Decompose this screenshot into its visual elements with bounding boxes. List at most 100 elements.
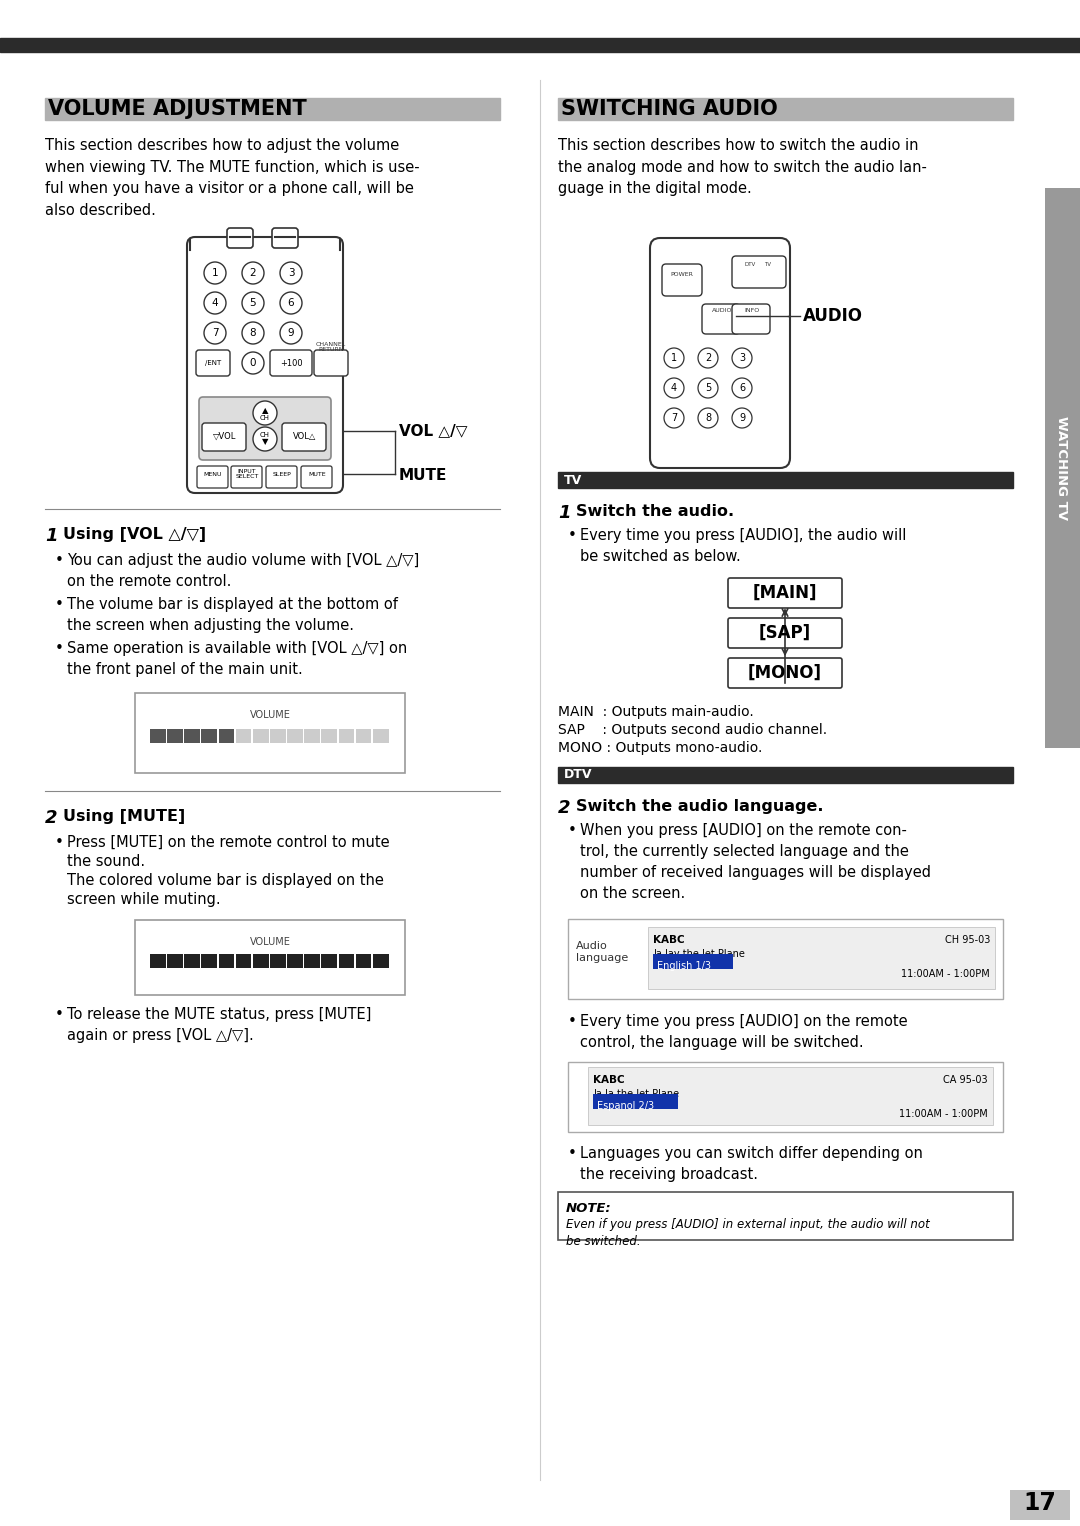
Circle shape <box>242 262 264 284</box>
FancyBboxPatch shape <box>195 349 230 375</box>
Text: 3: 3 <box>287 269 295 278</box>
Text: CA 95-03: CA 95-03 <box>943 1074 988 1085</box>
Text: When you press [AUDIO] on the remote con-
trol, the currently selected language : When you press [AUDIO] on the remote con… <box>580 823 931 900</box>
Circle shape <box>242 291 264 314</box>
Text: DTV: DTV <box>744 261 756 267</box>
Text: 2: 2 <box>558 800 570 816</box>
Text: VOLUME: VOLUME <box>249 710 291 720</box>
Text: Ja Ja the Jet Plane: Ja Ja the Jet Plane <box>593 1090 679 1099</box>
Bar <box>185 954 200 967</box>
Text: 6: 6 <box>739 383 745 394</box>
Text: CHANNEL
RETURN: CHANNEL RETURN <box>315 342 346 353</box>
Text: 4: 4 <box>212 298 218 308</box>
Text: 1: 1 <box>671 353 677 363</box>
Text: VOLUME: VOLUME <box>249 937 291 948</box>
Text: Every time you press [AUDIO] on the remote
control, the language will be switche: Every time you press [AUDIO] on the remo… <box>580 1013 907 1050</box>
Bar <box>373 954 389 967</box>
Circle shape <box>280 291 302 314</box>
Bar <box>253 729 269 743</box>
Bar <box>653 954 733 969</box>
Text: 11:00AM - 1:00PM: 11:00AM - 1:00PM <box>901 969 990 980</box>
Text: 9: 9 <box>739 414 745 423</box>
Bar <box>648 926 995 989</box>
Bar <box>135 693 405 774</box>
Text: Switch the audio language.: Switch the audio language. <box>576 800 824 813</box>
Text: The volume bar is displayed at the bottom of
the screen when adjusting the volum: The volume bar is displayed at the botto… <box>67 597 397 633</box>
Bar <box>593 1094 678 1109</box>
Circle shape <box>732 378 752 398</box>
Text: Audio
language: Audio language <box>576 942 629 963</box>
Bar <box>270 729 285 743</box>
Bar <box>355 729 372 743</box>
Text: 1: 1 <box>212 269 218 278</box>
Text: 4: 4 <box>671 383 677 394</box>
Bar <box>218 954 234 967</box>
Text: •: • <box>568 528 577 543</box>
Bar <box>218 729 234 743</box>
FancyBboxPatch shape <box>728 658 842 688</box>
Bar <box>355 954 372 967</box>
Text: +100: +100 <box>280 359 302 368</box>
Text: KABC: KABC <box>593 1074 624 1085</box>
Bar <box>568 1062 1003 1132</box>
Bar <box>338 954 354 967</box>
Text: 5: 5 <box>705 383 711 394</box>
Text: 11:00AM - 1:00PM: 11:00AM - 1:00PM <box>900 1109 988 1119</box>
Circle shape <box>664 378 684 398</box>
Bar <box>185 729 200 743</box>
Bar <box>235 954 252 967</box>
Text: ▽VOL: ▽VOL <box>214 432 237 441</box>
FancyBboxPatch shape <box>266 465 297 488</box>
FancyBboxPatch shape <box>197 465 228 488</box>
Text: •: • <box>55 835 64 850</box>
Text: SLEEP: SLEEP <box>272 472 292 476</box>
Bar <box>202 954 217 967</box>
Circle shape <box>280 262 302 284</box>
Text: Languages you can switch differ depending on
the receiving broadcast.: Languages you can switch differ dependin… <box>580 1146 923 1183</box>
Text: 0: 0 <box>249 359 256 368</box>
Circle shape <box>698 378 718 398</box>
FancyBboxPatch shape <box>270 349 312 375</box>
Text: [MONO]: [MONO] <box>748 664 822 682</box>
Text: DTV: DTV <box>564 769 593 781</box>
Bar <box>167 729 183 743</box>
Text: •: • <box>55 1007 64 1022</box>
Bar <box>322 729 337 743</box>
Text: •: • <box>55 552 64 568</box>
Text: POWER: POWER <box>671 272 693 276</box>
FancyBboxPatch shape <box>187 237 343 493</box>
Bar <box>287 729 302 743</box>
FancyBboxPatch shape <box>282 423 326 452</box>
Bar <box>338 729 354 743</box>
Bar <box>287 954 302 967</box>
Circle shape <box>698 348 718 368</box>
Circle shape <box>253 401 276 426</box>
Text: Same operation is available with [VOL △/▽] on
the front panel of the main unit.: Same operation is available with [VOL △/… <box>67 641 407 678</box>
Text: /ENT: /ENT <box>205 360 221 366</box>
Text: TV: TV <box>564 473 582 487</box>
Text: To release the MUTE status, press [MUTE]
again or press [VOL △/▽].: To release the MUTE status, press [MUTE]… <box>67 1007 372 1042</box>
Text: 5: 5 <box>249 298 256 308</box>
Text: This section describes how to adjust the volume
when viewing TV. The MUTE functi: This section describes how to adjust the… <box>45 137 420 218</box>
Text: 2: 2 <box>705 353 711 363</box>
Text: •: • <box>55 597 64 612</box>
Bar <box>135 920 405 995</box>
Bar <box>150 729 165 743</box>
Text: CH: CH <box>260 432 270 438</box>
Text: VOLUME ADJUSTMENT: VOLUME ADJUSTMENT <box>48 99 307 119</box>
Text: •: • <box>568 1013 577 1029</box>
Text: MONO : Outputs mono-audio.: MONO : Outputs mono-audio. <box>558 742 762 755</box>
Text: You can adjust the audio volume with [VOL △/▽]
on the remote control.: You can adjust the audio volume with [VO… <box>67 552 419 589</box>
Bar <box>45 98 500 121</box>
FancyBboxPatch shape <box>650 238 789 468</box>
Text: VOL△: VOL△ <box>294 432 316 441</box>
FancyBboxPatch shape <box>227 227 253 249</box>
Text: screen while muting.: screen while muting. <box>67 893 220 906</box>
FancyBboxPatch shape <box>202 423 246 452</box>
Text: 2: 2 <box>249 269 256 278</box>
Text: ▲: ▲ <box>261 406 268 415</box>
Text: MAIN  : Outputs main-audio.: MAIN : Outputs main-audio. <box>558 705 754 719</box>
Text: Using [VOL △/▽]: Using [VOL △/▽] <box>63 526 206 542</box>
Text: Ja Jay the Jet Plane: Ja Jay the Jet Plane <box>653 949 745 958</box>
Text: [MAIN]: [MAIN] <box>753 584 818 601</box>
